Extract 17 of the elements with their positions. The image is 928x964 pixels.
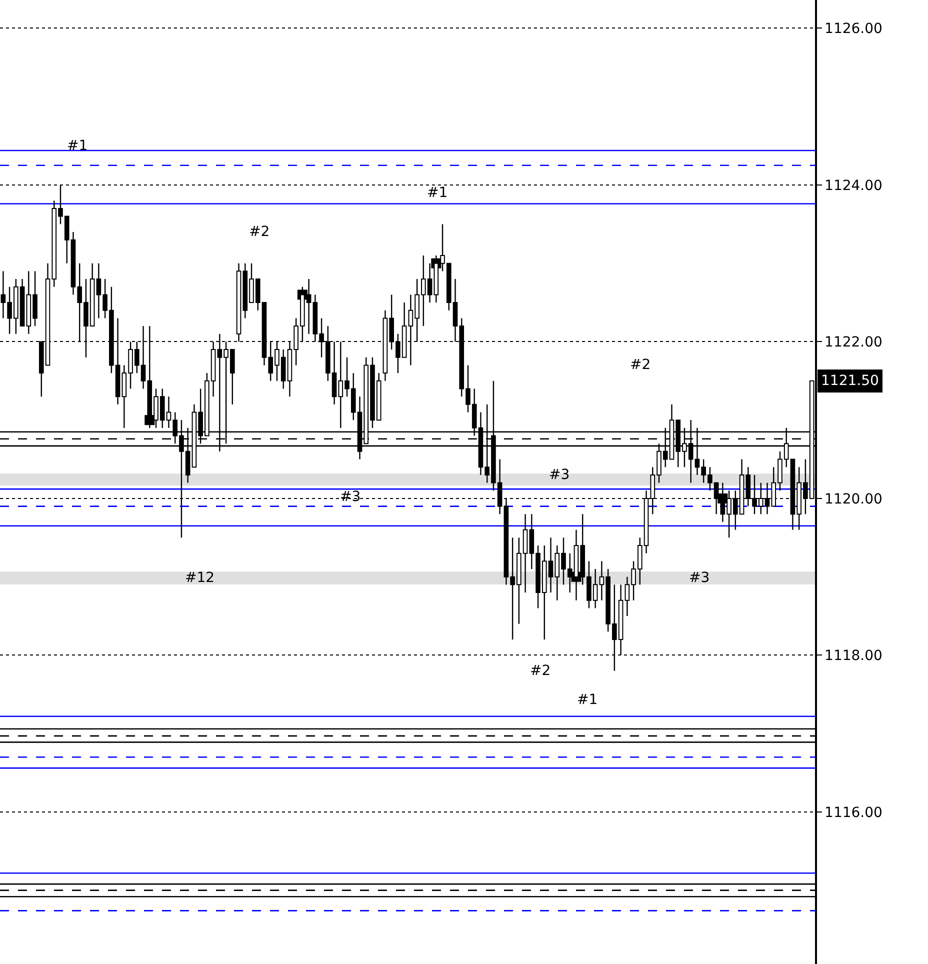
y-tick-label: 1120.00 (824, 491, 882, 508)
annotation: #1 (427, 185, 448, 201)
annotation: #3 (549, 467, 570, 483)
annotation: #3 (689, 570, 710, 586)
annotation: #2 (249, 224, 270, 240)
annotation: #2 (530, 663, 551, 679)
annotation: #3 (340, 489, 361, 505)
annotation: #1 (577, 692, 598, 708)
y-tick-label: 1124.00 (824, 178, 882, 194)
annotation: #1 (67, 138, 88, 154)
y-tick-label: 1122.00 (824, 334, 882, 351)
annotation: #2 (630, 357, 651, 373)
y-tick-label: 1126.00 (824, 21, 882, 38)
annotation: #12 (185, 570, 215, 586)
y-tick-label: 1118.00 (824, 648, 882, 664)
text: 1121.50 (821, 373, 879, 389)
y-tick-label: 1116.00 (824, 804, 882, 821)
